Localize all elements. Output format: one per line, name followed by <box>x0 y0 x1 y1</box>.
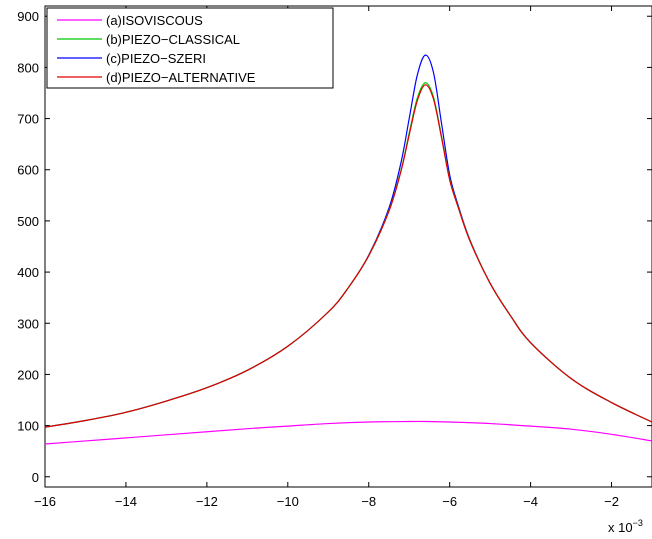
legend-entry: (d)PIEZO−ALTERNATIVE <box>106 70 256 85</box>
legend-entry: (a)ISOVISCOUS <box>106 13 203 28</box>
x-tick-label: −6 <box>442 494 457 509</box>
series-lines <box>44 54 652 445</box>
y-tick-label: 900 <box>17 9 39 24</box>
legend-box <box>46 7 334 89</box>
x-tick-label: −16 <box>34 494 56 509</box>
legend-entry: (b)PIEZO−CLASSICAL <box>106 32 240 47</box>
x-tick-label: −12 <box>196 494 218 509</box>
y-tick-label: 300 <box>17 316 39 331</box>
x-tick-label: −14 <box>115 494 137 509</box>
x-axis: −16 −14 −12 −10 −8 −6 −4 −2 <box>34 6 619 509</box>
y-axis: 0 100 200 300 400 500 600 700 800 900 <box>17 9 652 485</box>
x-tick-label: −2 <box>604 494 619 509</box>
series-line-1 <box>44 420 652 445</box>
x-tick-label: −10 <box>277 494 299 509</box>
y-tick-label: 0 <box>32 470 39 485</box>
legend: (a)ISOVISCOUS (b)PIEZO−CLASSICAL (c)PIEZO−… <box>46 7 334 89</box>
y-tick-label: 400 <box>17 265 39 280</box>
y-tick-label: 800 <box>17 60 39 75</box>
legend-entry: (c)PIEZO−SZERI <box>106 51 206 66</box>
y-tick-label: 200 <box>17 367 39 382</box>
y-tick-label: 500 <box>17 214 39 229</box>
x-tick-label: −4 <box>523 494 538 509</box>
series-line-4 <box>44 84 652 428</box>
y-tick-label: 100 <box>17 419 39 434</box>
x-axis-exponent: x 10−3 <box>608 518 643 535</box>
y-tick-label: 700 <box>17 112 39 127</box>
y-tick-label: 600 <box>17 163 39 178</box>
x-tick-label: −8 <box>361 494 376 509</box>
